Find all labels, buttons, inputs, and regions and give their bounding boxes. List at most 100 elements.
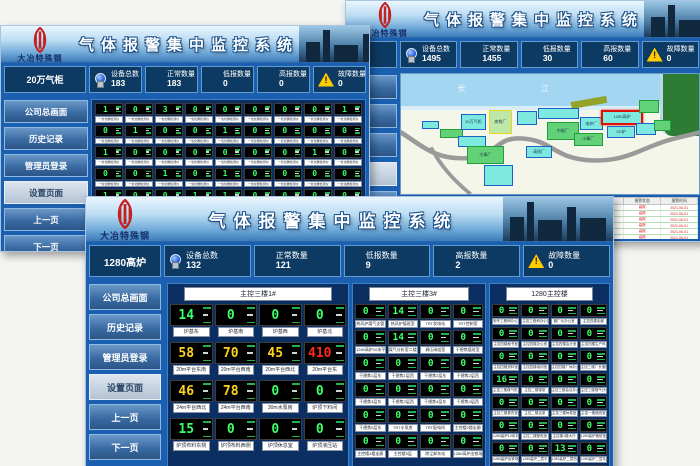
map-block-大棒厂[interactable]: 大棒厂: [466, 146, 505, 164]
sidebar-item-5[interactable]: 下一页: [4, 235, 88, 251]
map-block[interactable]: [439, 129, 463, 139]
status-label: 设备总数: [186, 251, 218, 261]
lcd-readout: 0: [579, 442, 607, 455]
status-label: 高报数量: [279, 70, 307, 78]
lcd-readout: 46: [170, 380, 213, 402]
sidebar-item-3[interactable]: 设置页面: [89, 374, 161, 400]
detector-row: 58 20m平台东南 70 20m平台西南 45 20m平台西北 410 20m平台东: [170, 342, 346, 375]
gas-value: 0: [557, 374, 563, 385]
gas-detector-display: 0 干熄焦1层东: [355, 356, 386, 380]
sidebar-item-5[interactable]: 下一页: [89, 434, 161, 460]
factory-image: [644, 1, 700, 37]
gas-detector-display: 0 主控一楼值班室: [579, 396, 607, 417]
gas-value: 1: [103, 147, 108, 157]
status-value: 183: [167, 77, 182, 88]
lcd-readout: 0: [521, 419, 549, 432]
map-block-电炉厂[interactable]: 电炉厂: [579, 117, 603, 130]
map-block[interactable]: [639, 100, 660, 114]
sidebar-item-2[interactable]: 管理员登录: [4, 154, 88, 177]
gas-value: 1: [222, 126, 228, 135]
map-block-中板厂[interactable]: 中板厂: [547, 122, 579, 140]
status-panel-高报数量: 高报数量 2: [433, 245, 521, 277]
gas-value: 0: [460, 358, 467, 369]
gas-value: 0: [222, 147, 228, 157]
alarm-setpoint-marks: [408, 411, 416, 420]
sidebar-item-0[interactable]: 公司总画面: [89, 284, 161, 310]
gas-detector-display: 0 一氧化碳检测仪: [124, 167, 153, 187]
lcd-readout: 0: [550, 327, 578, 340]
map-block[interactable]: [484, 165, 514, 187]
map-block[interactable]: [538, 107, 579, 120]
gas-value: 0: [586, 351, 593, 362]
status-text: 高报数量 2: [455, 251, 487, 271]
alarm-setpoint-marks: [473, 437, 481, 446]
map-block[interactable]: [517, 111, 538, 126]
alarm-setpoint-marks: [408, 333, 416, 342]
map-block[interactable]: [636, 123, 657, 135]
lcd-readout: 0: [452, 408, 483, 423]
map-block-20万气柜[interactable]: 20万气柜: [460, 113, 487, 130]
gas-value: 0: [498, 328, 505, 339]
sidebar-item-0[interactable]: 公司总画面: [4, 100, 88, 123]
lcd-readout: 0: [304, 103, 333, 115]
detector-location-label: 主控四楼秘书室: [492, 341, 520, 348]
detector-location-label: 主控四楼办公室: [521, 341, 549, 348]
status-value: 0: [338, 77, 343, 88]
detector-row: 0 一氧化碳检测仪 0 一氧化碳检测仪 1 一氧化碳检测仪 0 一氧化碳检测仪 1 一氧化碳检测仪…: [95, 167, 362, 187]
alarm-table-cell: 2021-06-01: [660, 204, 698, 211]
status-text: 设备总数 183: [111, 71, 139, 89]
detector-location-label: 主控三楼休息室: [550, 410, 578, 417]
map-block-1280高炉[interactable]: 1280高炉: [600, 110, 644, 125]
column-header[interactable]: 主控三楼1#: [184, 287, 332, 301]
map-block-高线厂[interactable]: 高线厂: [526, 146, 552, 158]
sidebar-item-4[interactable]: 上一页: [89, 404, 161, 430]
map-block[interactable]: [654, 119, 672, 132]
map-block-小棒厂[interactable]: 小棒厂: [573, 132, 603, 146]
detector-location-label: 一氧化碳检测仪: [244, 159, 273, 166]
detector-location-label: 干熄焦1层西: [387, 372, 418, 380]
column-header[interactable]: 主控三楼3#: [369, 287, 469, 301]
column-header[interactable]: 1280主控楼: [506, 287, 593, 301]
detector-location-label: 一氧化碳检测仪: [95, 137, 123, 144]
status-text: 正常数量 1455: [482, 46, 510, 64]
alarm-setpoint-marks: [567, 353, 576, 360]
gas-detector-display: 0 干熄焦4层东: [420, 382, 451, 406]
gas-value: 0: [312, 190, 318, 200]
status-label: 故障数量: [338, 70, 366, 78]
alarm-setpoint-marks: [408, 437, 416, 446]
detector-location-label: 主控三楼煤气分析室: [579, 387, 607, 394]
gas-detector-display: 0 一氧化碳检测仪: [124, 146, 153, 166]
gas-value: 70: [222, 345, 239, 361]
lcd-readout: 13: [550, 442, 578, 455]
gas-value: 0: [586, 420, 593, 431]
gas-value: 0: [162, 190, 168, 200]
gas-detector-display: 0 主控二楼浴室: [521, 396, 549, 417]
sidebar-item-3[interactable]: 设置页面: [4, 181, 88, 204]
detector-location-label: 一氧化碳检测仪: [184, 137, 213, 144]
gas-detector-display: 0 主控二楼配电室: [521, 419, 549, 440]
detector-location-label: 一氧化碳检测仪: [304, 137, 333, 144]
alarm-setpoint-marks: [509, 422, 518, 429]
sidebar-item-4[interactable]: 上一页: [4, 208, 88, 231]
sidebar-item-1[interactable]: 历史记录: [4, 127, 88, 150]
lcd-readout: 410: [303, 342, 346, 364]
sidebar-item-2[interactable]: 管理员登录: [89, 344, 161, 370]
map-block[interactable]: [421, 120, 439, 129]
map-block-VD炉[interactable]: VD炉: [606, 125, 636, 139]
sidebar-item-1[interactable]: 历史记录: [89, 314, 161, 340]
detector-location-label: 一氧化碳检测仪: [214, 137, 243, 144]
map-block-炼铁厂[interactable]: 炼铁厂: [488, 110, 512, 134]
alarm-setpoint-marks: [325, 149, 331, 155]
alarm-table-cell: 高报: [623, 216, 662, 223]
detector-location-label: 24m平台西北: [173, 403, 210, 413]
detector-location-label: 主控二楼寝室: [521, 387, 549, 394]
gas-detector-display: 0 炉基西: [259, 304, 302, 337]
detector-location-label: 主控三楼煤气防护站: [492, 387, 520, 394]
gas-detector-display: 0 炉顶布料西侧: [214, 418, 257, 451]
beacon-yellow-icon: [206, 72, 219, 88]
gas-detector-display: 0 一氧化碳检测仪: [274, 167, 303, 187]
alarm-setpoint-marks: [247, 383, 255, 399]
gas-value: 0: [586, 374, 593, 385]
gas-detector-display: 0 一氧化碳检测仪: [184, 146, 213, 166]
gas-value: 0: [586, 443, 593, 454]
